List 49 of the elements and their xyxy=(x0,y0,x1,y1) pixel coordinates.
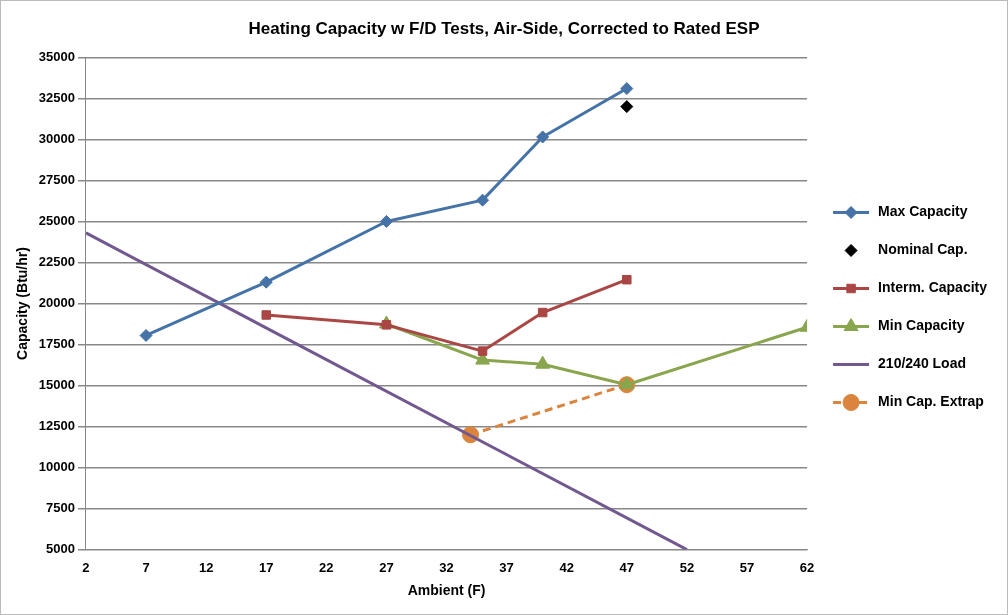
y-tick-label: 27500 xyxy=(38,172,75,188)
point xyxy=(261,310,271,320)
x-tick-label: 37 xyxy=(499,559,514,575)
x-tick-label: 2 xyxy=(82,559,90,575)
x-tick-label: 57 xyxy=(739,559,755,575)
y-tick-label: 12500 xyxy=(38,418,75,434)
y-tick-label: 30000 xyxy=(38,131,75,147)
x-tick-label: 62 xyxy=(799,559,815,575)
point xyxy=(537,307,548,318)
y-tick-label: 20000 xyxy=(38,295,75,311)
chart-title: Heating Capacity w F/D Tests, Air-Side, Corrected to Rated ESP xyxy=(248,18,760,38)
point xyxy=(379,214,393,228)
x-tick-label: 27 xyxy=(379,559,394,575)
x-tick-label: 32 xyxy=(439,559,454,575)
point xyxy=(619,376,635,390)
x-tick-label: 7 xyxy=(142,559,150,575)
point xyxy=(259,275,273,289)
point xyxy=(381,320,392,330)
legend-label: 210/240 Load xyxy=(878,355,967,372)
x-tick-label: 17 xyxy=(259,559,274,575)
x-tick-label: 22 xyxy=(319,559,334,575)
point xyxy=(536,130,550,144)
y-tick-label: 15000 xyxy=(38,377,75,393)
legend-label: Interm. Capacity xyxy=(878,279,988,296)
y-tick-label: 35000 xyxy=(38,48,75,64)
x-axis-title: Ambient (F) xyxy=(407,582,486,599)
y-tick-label: 17500 xyxy=(38,336,75,352)
x-tick-label: 47 xyxy=(619,559,635,575)
y-axis-title: Capacity (Btu/hr) xyxy=(14,247,31,360)
point xyxy=(477,346,488,356)
y-tick-label: 25000 xyxy=(38,213,75,229)
point xyxy=(476,193,490,207)
legend-label: Min Cap. Extrap xyxy=(878,393,984,410)
point xyxy=(139,328,153,342)
y-tick-label: 22500 xyxy=(38,254,75,270)
legend-label: Min Capacity xyxy=(878,317,965,334)
y-tick-label: 7500 xyxy=(46,500,75,516)
point xyxy=(620,100,634,114)
y-tick-label: 10000 xyxy=(38,459,75,475)
legend-label: Max Capacity xyxy=(878,203,968,220)
y-tick-label: 5000 xyxy=(46,541,75,557)
y-tick-label: 32500 xyxy=(38,89,75,105)
x-tick-label: 42 xyxy=(559,559,574,575)
point xyxy=(622,274,632,285)
x-tick-label: 52 xyxy=(679,559,695,575)
point xyxy=(535,355,551,369)
x-tick-label: 12 xyxy=(198,559,214,575)
point xyxy=(620,82,634,96)
legend-label: Nominal Cap. xyxy=(878,241,968,258)
